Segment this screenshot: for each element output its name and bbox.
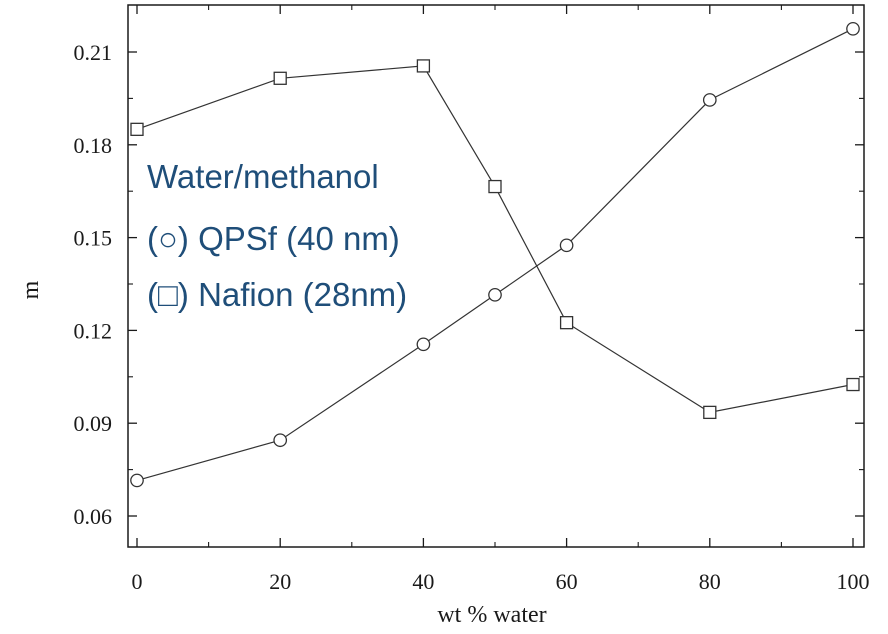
x-tick-label: 60 [556, 569, 578, 594]
y-tick-label: 0.12 [74, 318, 113, 343]
data-point-square [488, 179, 502, 194]
x-axis-title: wt % water [437, 602, 546, 628]
data-point-square [703, 405, 717, 420]
data-point-square [273, 71, 287, 85]
y-tick-label: 0.21 [74, 40, 113, 65]
x-tick-label: 80 [699, 569, 721, 594]
annotation-line-2: (○) QPSf (40 nm) [147, 220, 400, 257]
series [130, 21, 860, 488]
data-point-circle [130, 473, 144, 488]
series-square [130, 59, 860, 420]
data-point-circle [416, 337, 431, 352]
ticks: 0 20 40 60 80 100 0.06 0.09 0.12 0.15 0.18 0.21 [74, 5, 870, 594]
data-point-circle [702, 93, 717, 107]
data-point-square [416, 59, 431, 73]
y-tick-label: 0.18 [74, 133, 113, 158]
y-axis-title: m [18, 280, 44, 299]
data-point-circle [273, 433, 288, 448]
annotation: Water/methanol (○) QPSf (40 nm) (□) Nafi… [147, 158, 407, 313]
x-tick-label: 100 [837, 569, 870, 594]
y-tick-label: 0.06 [74, 504, 113, 529]
data-point-square [846, 377, 860, 392]
x-tick-label: 0 [132, 569, 143, 594]
annotation-line-1: Water/methanol [147, 158, 379, 195]
data-point-circle [559, 238, 574, 253]
x-tick-label: 20 [269, 569, 291, 594]
annotation-line-3: (□) Nafion (28nm) [147, 276, 407, 313]
data-point-square [130, 122, 144, 136]
y-tick-label: 0.15 [74, 226, 113, 251]
x-tick-label: 40 [412, 569, 434, 594]
data-point-circle [488, 287, 502, 302]
data-point-square [559, 316, 574, 330]
series-circle [130, 21, 860, 488]
data-point-circle [846, 21, 860, 36]
y-tick-label: 0.09 [74, 411, 113, 436]
plot-frame [127, 4, 865, 548]
